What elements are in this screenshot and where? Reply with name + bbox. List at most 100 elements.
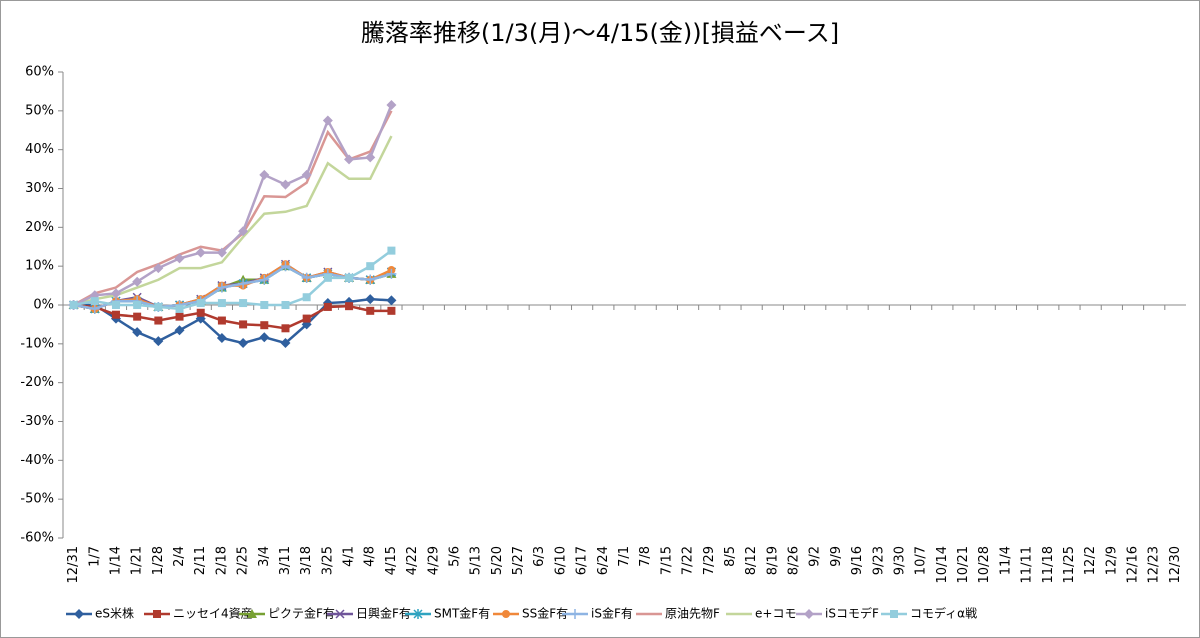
marker: [365, 152, 376, 163]
y-tick-label: -40%: [20, 453, 54, 468]
marker: [366, 262, 375, 271]
legend-item: SS金F有: [493, 606, 568, 621]
x-tick-label: 9/9: [829, 546, 844, 567]
marker: [301, 169, 312, 180]
marker: [322, 115, 333, 126]
marker: [74, 609, 84, 619]
legend-item: eS米株: [66, 606, 134, 621]
marker: [153, 610, 161, 618]
marker: [69, 301, 78, 309]
x-tick-label: 12/2: [1083, 546, 1098, 575]
x-tick-label: 10/21: [956, 546, 971, 583]
x-tick-label: 11/18: [1041, 546, 1056, 583]
legend-item: ニッセイ4資産: [144, 606, 253, 621]
marker: [153, 263, 164, 274]
x-tick-label: 8/26: [787, 546, 802, 575]
marker: [196, 308, 205, 317]
marker: [132, 276, 143, 287]
marker: [387, 246, 396, 255]
x-tick-label: 9/23: [871, 546, 886, 575]
x-tick-label: 3/4: [257, 546, 272, 567]
legend-label: SMT金F有: [434, 606, 490, 621]
x-tick-label: 11/25: [1062, 546, 1077, 583]
marker: [365, 274, 376, 285]
series-line: [73, 297, 392, 345]
marker: [154, 316, 163, 325]
marker: [280, 338, 291, 349]
marker: [386, 100, 397, 111]
marker: [133, 301, 142, 309]
series-line: [73, 135, 393, 307]
x-tick-label: 7/15: [659, 546, 674, 575]
marker: [239, 299, 248, 308]
y-tick-label: 40%: [25, 142, 54, 157]
series-line: [73, 303, 392, 330]
x-tick-label: 12/30: [1168, 546, 1183, 583]
marker: [323, 273, 332, 282]
legend-label: e+コモ: [755, 607, 796, 621]
y-tick-label: 60%: [25, 65, 54, 80]
marker: [247, 609, 257, 618]
x-tick-label: 4/15: [384, 546, 399, 575]
marker: [216, 333, 227, 344]
x-tick-label: 11/4: [998, 546, 1013, 575]
marker: [259, 274, 270, 285]
x-tick-label: 8/12: [744, 546, 759, 575]
marker: [302, 314, 311, 323]
marker: [502, 610, 510, 618]
chart-title: 騰落率推移(1/3(月)～4/15(金))[損益ベース]: [361, 19, 839, 47]
y-tick-label: -10%: [20, 336, 54, 351]
marker: [890, 610, 898, 618]
marker: [175, 304, 184, 313]
x-tick-label: 9/2: [808, 546, 823, 567]
marker: [111, 310, 120, 319]
marker: [175, 312, 184, 321]
marker: [238, 226, 249, 237]
marker: [238, 338, 249, 349]
marker: [386, 295, 397, 306]
x-tick-label: 3/11: [278, 546, 293, 575]
marker: [174, 325, 185, 336]
marker: [366, 306, 375, 315]
x-tick-label: 7/22: [681, 546, 696, 575]
marker: [216, 247, 227, 258]
x-tick-label: 11/11: [1020, 546, 1035, 583]
marker: [133, 312, 142, 321]
x-tick-label: 10/14: [935, 546, 950, 583]
x-tick-label: 9/16: [850, 546, 865, 575]
x-tick-label: 2/4: [172, 546, 187, 567]
y-tick-label: 50%: [25, 103, 54, 118]
x-tick-label: 6/17: [575, 546, 590, 575]
x-tick-label: 3/25: [320, 546, 335, 575]
marker: [196, 299, 205, 308]
marker: [386, 268, 397, 279]
x-tick-label: 1/21: [130, 546, 145, 575]
marker: [335, 609, 345, 619]
marker: [260, 301, 269, 309]
y-tick-label: 0%: [33, 298, 54, 313]
marker: [280, 261, 291, 272]
legend-item: SMT金F有: [405, 606, 490, 621]
marker: [260, 321, 269, 330]
x-tick-label: 1/28: [151, 546, 166, 575]
legend-item: 日興金F有: [327, 606, 411, 621]
marker: [217, 299, 226, 308]
x-tick-label: 2/11: [193, 546, 208, 575]
marker: [217, 316, 226, 325]
marker: [238, 278, 249, 289]
x-tick-label: 4/22: [405, 546, 420, 575]
marker: [110, 288, 121, 299]
legend-label: eS米株: [95, 606, 134, 621]
x-tick-label: 7/8: [638, 546, 653, 567]
x-tick-label: 5/20: [490, 546, 505, 575]
y-tick-label: -30%: [20, 414, 54, 429]
legend-label: 日興金F有: [356, 606, 411, 621]
legend-label: ニッセイ4資産: [173, 606, 253, 621]
x-tick-label: 8/19: [765, 546, 780, 575]
x-tick-label: 2/25: [236, 546, 251, 575]
marker: [89, 303, 100, 314]
marker: [281, 324, 290, 333]
marker: [174, 253, 185, 264]
x-tick-label: 12/16: [1126, 546, 1141, 583]
y-tick-label: -20%: [20, 375, 54, 390]
